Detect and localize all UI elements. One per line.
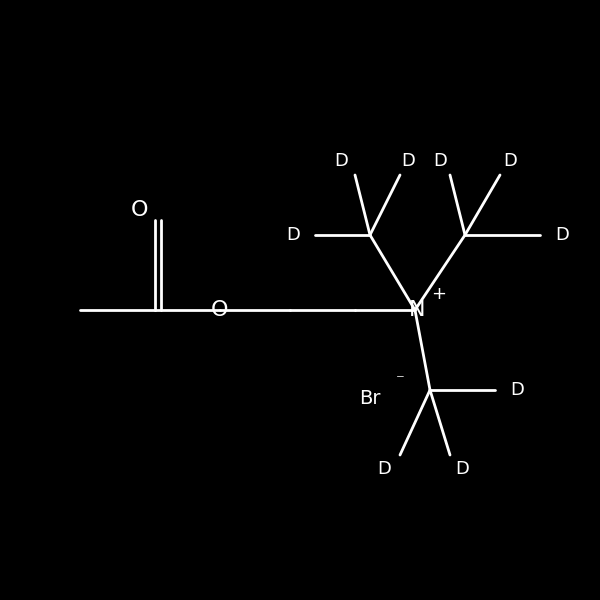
Text: +: + — [431, 285, 446, 303]
Text: O: O — [130, 200, 148, 220]
Text: D: D — [510, 381, 524, 399]
Text: D: D — [455, 460, 469, 478]
Text: D: D — [334, 152, 348, 170]
Text: D: D — [433, 152, 447, 170]
Text: N: N — [409, 300, 425, 320]
Text: D: D — [503, 152, 517, 170]
Text: ⁻: ⁻ — [395, 371, 404, 389]
Text: O: O — [211, 300, 229, 320]
Text: D: D — [286, 226, 300, 244]
Text: D: D — [555, 226, 569, 244]
Text: D: D — [377, 460, 391, 478]
Text: D: D — [401, 152, 415, 170]
Text: Br: Br — [359, 389, 381, 407]
